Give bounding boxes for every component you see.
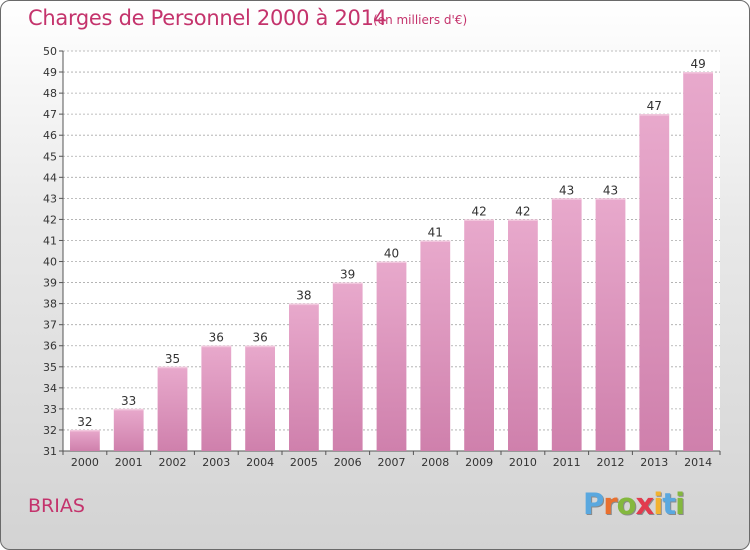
bar xyxy=(113,408,144,451)
x-tick-label: 2001 xyxy=(115,456,143,469)
bar xyxy=(639,114,670,451)
x-tick-label: 2007 xyxy=(378,456,406,469)
y-tick-label: 34 xyxy=(43,382,57,395)
logo-letter: i xyxy=(675,487,685,521)
bar-highlight xyxy=(70,429,100,432)
bar xyxy=(245,345,275,451)
y-tick-label: 32 xyxy=(43,424,57,437)
bar-value-label: 47 xyxy=(647,99,662,113)
bar-highlight xyxy=(420,240,451,242)
bar-highlight xyxy=(376,261,407,264)
bar xyxy=(289,303,319,451)
bar-value-label: 39 xyxy=(340,268,355,282)
bar xyxy=(70,429,100,451)
bar-highlight xyxy=(683,72,713,74)
y-tick-label: 31 xyxy=(43,445,57,458)
bar xyxy=(683,72,713,451)
bar-value-label: 40 xyxy=(384,247,399,261)
chart-title: Charges de Personnel 2000 à 2014 xyxy=(28,6,387,30)
y-tick-label: 44 xyxy=(43,171,57,184)
bar-highlight xyxy=(113,408,144,411)
commune-name: BRIAS xyxy=(28,495,85,517)
y-tick-label: 50 xyxy=(43,45,57,58)
bar-value-label: 33 xyxy=(121,394,136,408)
y-tick-label: 48 xyxy=(43,87,57,100)
bar-highlight xyxy=(595,198,626,200)
logo-letter: P xyxy=(583,487,604,521)
bar xyxy=(420,240,451,451)
bar-highlight xyxy=(639,114,670,116)
bar-value-label: 35 xyxy=(165,352,180,366)
bar-value-label: 36 xyxy=(209,331,224,345)
logo-letter: x xyxy=(635,487,655,521)
bar-value-label: 42 xyxy=(515,204,530,218)
x-tick-label: 2012 xyxy=(597,456,625,469)
bar xyxy=(595,198,626,451)
bar-value-label: 42 xyxy=(471,204,486,218)
bar-highlight xyxy=(157,366,188,369)
logo-letter: o xyxy=(616,487,637,521)
bar-value-label: 41 xyxy=(428,225,443,239)
x-tick-label: 2014 xyxy=(684,456,712,469)
x-tick-label: 2006 xyxy=(334,456,362,469)
y-tick-label: 38 xyxy=(43,298,57,311)
bar-value-label: 43 xyxy=(559,183,574,197)
chart-subtitle: (en milliers d'€) xyxy=(373,13,468,27)
bar xyxy=(508,219,538,451)
y-tick-label: 41 xyxy=(43,234,57,247)
y-tick-label: 39 xyxy=(43,277,57,290)
y-tick-label: 33 xyxy=(43,403,57,416)
bar-value-label: 38 xyxy=(296,289,311,303)
logo-letter: r xyxy=(603,487,617,521)
x-tick-label: 2010 xyxy=(509,456,537,469)
y-tick-label: 45 xyxy=(43,150,57,163)
bar-highlight xyxy=(289,303,319,306)
y-tick-label: 42 xyxy=(43,213,57,226)
y-tick-label: 35 xyxy=(43,361,57,374)
logo-letter: t xyxy=(662,487,676,521)
bar-highlight xyxy=(551,198,582,200)
bar-value-label: 32 xyxy=(77,415,92,429)
bar-highlight xyxy=(508,219,538,221)
bar xyxy=(157,366,188,451)
x-tick-label: 2002 xyxy=(159,456,187,469)
x-tick-label: 2011 xyxy=(553,456,581,469)
y-tick-label: 43 xyxy=(43,192,57,205)
y-tick-label: 36 xyxy=(43,340,57,353)
x-tick-label: 2009 xyxy=(465,456,493,469)
bar xyxy=(201,345,232,451)
bar xyxy=(464,219,494,451)
y-tick-label: 37 xyxy=(43,319,57,332)
x-tick-label: 2008 xyxy=(421,456,449,469)
logo-letter: i xyxy=(653,487,663,521)
y-tick-label: 49 xyxy=(43,66,57,79)
bar-highlight xyxy=(245,345,275,348)
proxiti-logo: Proxiti xyxy=(583,487,685,521)
bar-highlight xyxy=(464,219,494,221)
bar-value-label: 49 xyxy=(690,57,705,71)
bar xyxy=(332,282,363,451)
bar xyxy=(376,261,407,451)
y-tick-label: 40 xyxy=(43,256,57,269)
y-tick-label: 47 xyxy=(43,108,57,121)
x-tick-label: 2003 xyxy=(202,456,230,469)
x-tick-label: 2004 xyxy=(246,456,274,469)
bar xyxy=(551,198,582,451)
x-tick-label: 2000 xyxy=(71,456,99,469)
y-tick-label: 46 xyxy=(43,129,57,142)
bar-value-label: 36 xyxy=(252,331,267,345)
x-tick-label: 2013 xyxy=(640,456,668,469)
x-tick-label: 2005 xyxy=(290,456,318,469)
bar-highlight xyxy=(201,345,232,348)
bar-highlight xyxy=(332,282,363,285)
bar-value-label: 43 xyxy=(603,183,618,197)
